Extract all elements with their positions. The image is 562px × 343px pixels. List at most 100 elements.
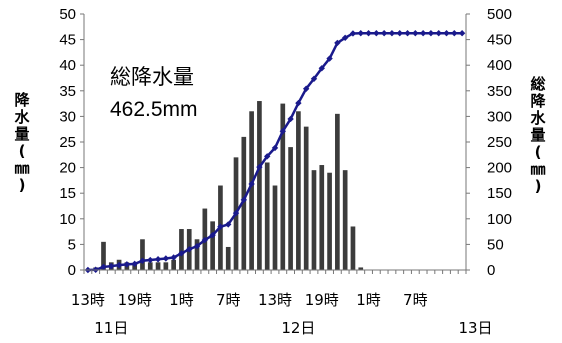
cumulative-point <box>326 55 333 62</box>
cumulative-point <box>302 85 310 92</box>
bar <box>179 229 184 270</box>
right-tick-label: 0 <box>487 262 495 279</box>
cumulative-point <box>217 223 224 230</box>
cumulative-point <box>287 115 294 123</box>
right-axis-label-char: ) <box>534 177 542 195</box>
left-tick-label: 40 <box>59 57 76 74</box>
right-tick-label: 150 <box>487 185 512 202</box>
cumulative-point <box>396 30 403 37</box>
cumulative-line <box>84 30 466 274</box>
cumulative-point <box>115 261 123 269</box>
cumulative-point <box>248 180 255 188</box>
bar <box>296 111 301 270</box>
cumulative-point <box>388 30 396 37</box>
left-axis-label: 降水量(㎜) <box>12 92 32 194</box>
hourly-bars <box>93 101 364 270</box>
x-tick-label: 1時 <box>356 291 381 309</box>
bar <box>335 113 340 270</box>
bar <box>311 170 317 270</box>
right-axis-label-char: ( <box>534 143 542 161</box>
right-tick-label: 450 <box>487 32 512 49</box>
cumulative-point <box>451 30 458 37</box>
right-axis-label-char: 水 <box>530 109 546 127</box>
cumulative-point <box>240 196 248 204</box>
bar <box>132 264 138 270</box>
bar <box>358 267 364 270</box>
bar <box>140 239 145 270</box>
left-axis-label-char: 降 <box>14 91 30 109</box>
right-tick-label: 250 <box>487 134 512 151</box>
total-title: 総降水量 <box>110 66 194 89</box>
left-tick-label: 15 <box>59 185 76 202</box>
cumulative-point <box>443 30 450 37</box>
cumulative-point <box>373 30 380 37</box>
right-tick-label: 100 <box>487 211 512 228</box>
bar <box>249 111 254 270</box>
left-tick-label: 30 <box>59 108 76 125</box>
cumulative-point <box>131 260 138 268</box>
left-tick-label: 10 <box>59 211 76 228</box>
cumulative-point <box>380 30 388 37</box>
cumulative-point <box>170 254 177 261</box>
total-annotation: 総降水量 462.5mm <box>110 62 198 126</box>
bar <box>272 185 278 270</box>
bar <box>288 147 293 270</box>
cumulative-point <box>201 236 209 244</box>
left-tick-label: 50 <box>59 6 76 23</box>
right-tick-labels: 0 50 100 150 200 250 300 350 400 450 500 <box>487 6 512 279</box>
cumulative-point <box>225 221 232 228</box>
left-tick-labels: 0 5 10 15 20 25 30 35 40 45 50 <box>59 6 76 279</box>
cumulative-point <box>318 65 325 72</box>
right-axis-label-char: ㎜ <box>530 160 546 178</box>
left-tick-label: 5 <box>68 236 76 253</box>
left-axis-label-char: ㎜ <box>14 159 30 177</box>
left-tick-label: 35 <box>59 83 76 100</box>
cumulative-point <box>357 30 364 37</box>
cumulative-point <box>271 144 279 152</box>
cumulative-point <box>139 257 146 264</box>
bar <box>257 101 262 270</box>
right-axis-label-char: 量 <box>530 126 546 144</box>
cumulative-point <box>186 246 193 253</box>
x-tick-label: 1時 <box>169 291 194 309</box>
cumulative-point <box>341 34 349 42</box>
right-tick-label: 400 <box>487 57 512 74</box>
cumulative-point <box>365 30 372 37</box>
bar <box>210 221 215 270</box>
total-value: 462.5mm <box>110 98 198 121</box>
left-axis-label-char: ( <box>18 142 26 160</box>
cumulative-point <box>279 128 286 135</box>
cumulative-point <box>435 30 442 37</box>
bar <box>147 262 153 270</box>
cumulative-point <box>458 30 466 37</box>
left-tick-label: 20 <box>59 160 76 177</box>
bar <box>155 262 161 270</box>
right-axis-label: 総降水量(㎜) <box>528 76 548 195</box>
cumulative-point <box>349 30 357 37</box>
bar <box>194 239 200 270</box>
cumulative-point <box>178 250 185 257</box>
cumulative-point <box>154 256 162 263</box>
axes <box>80 13 470 274</box>
bar <box>319 165 325 270</box>
bar <box>225 246 231 270</box>
right-tick-label: 300 <box>487 108 512 125</box>
cumulative-point <box>310 75 318 82</box>
day-label: 11日 <box>94 319 128 337</box>
right-axis-label-char: 総 <box>530 75 546 93</box>
cumulative-point <box>256 163 263 171</box>
day-label: 13日 <box>458 319 492 337</box>
left-axis-label-char: ) <box>18 176 26 194</box>
cumulative-point <box>412 30 419 37</box>
bar <box>264 162 270 270</box>
left-tick-label: 45 <box>59 32 76 49</box>
cumulative-point <box>209 231 216 239</box>
bar <box>303 126 309 270</box>
x-tick-labels: 13時 19時 1時 7時 13時 19時 1時 7時 11日 12日 13日 <box>71 291 493 337</box>
right-tick-label: 500 <box>487 6 512 23</box>
cumulative-point <box>295 99 302 107</box>
bar <box>280 103 286 270</box>
cumulative-point <box>264 153 271 160</box>
bar <box>350 226 356 270</box>
bar <box>101 241 106 270</box>
